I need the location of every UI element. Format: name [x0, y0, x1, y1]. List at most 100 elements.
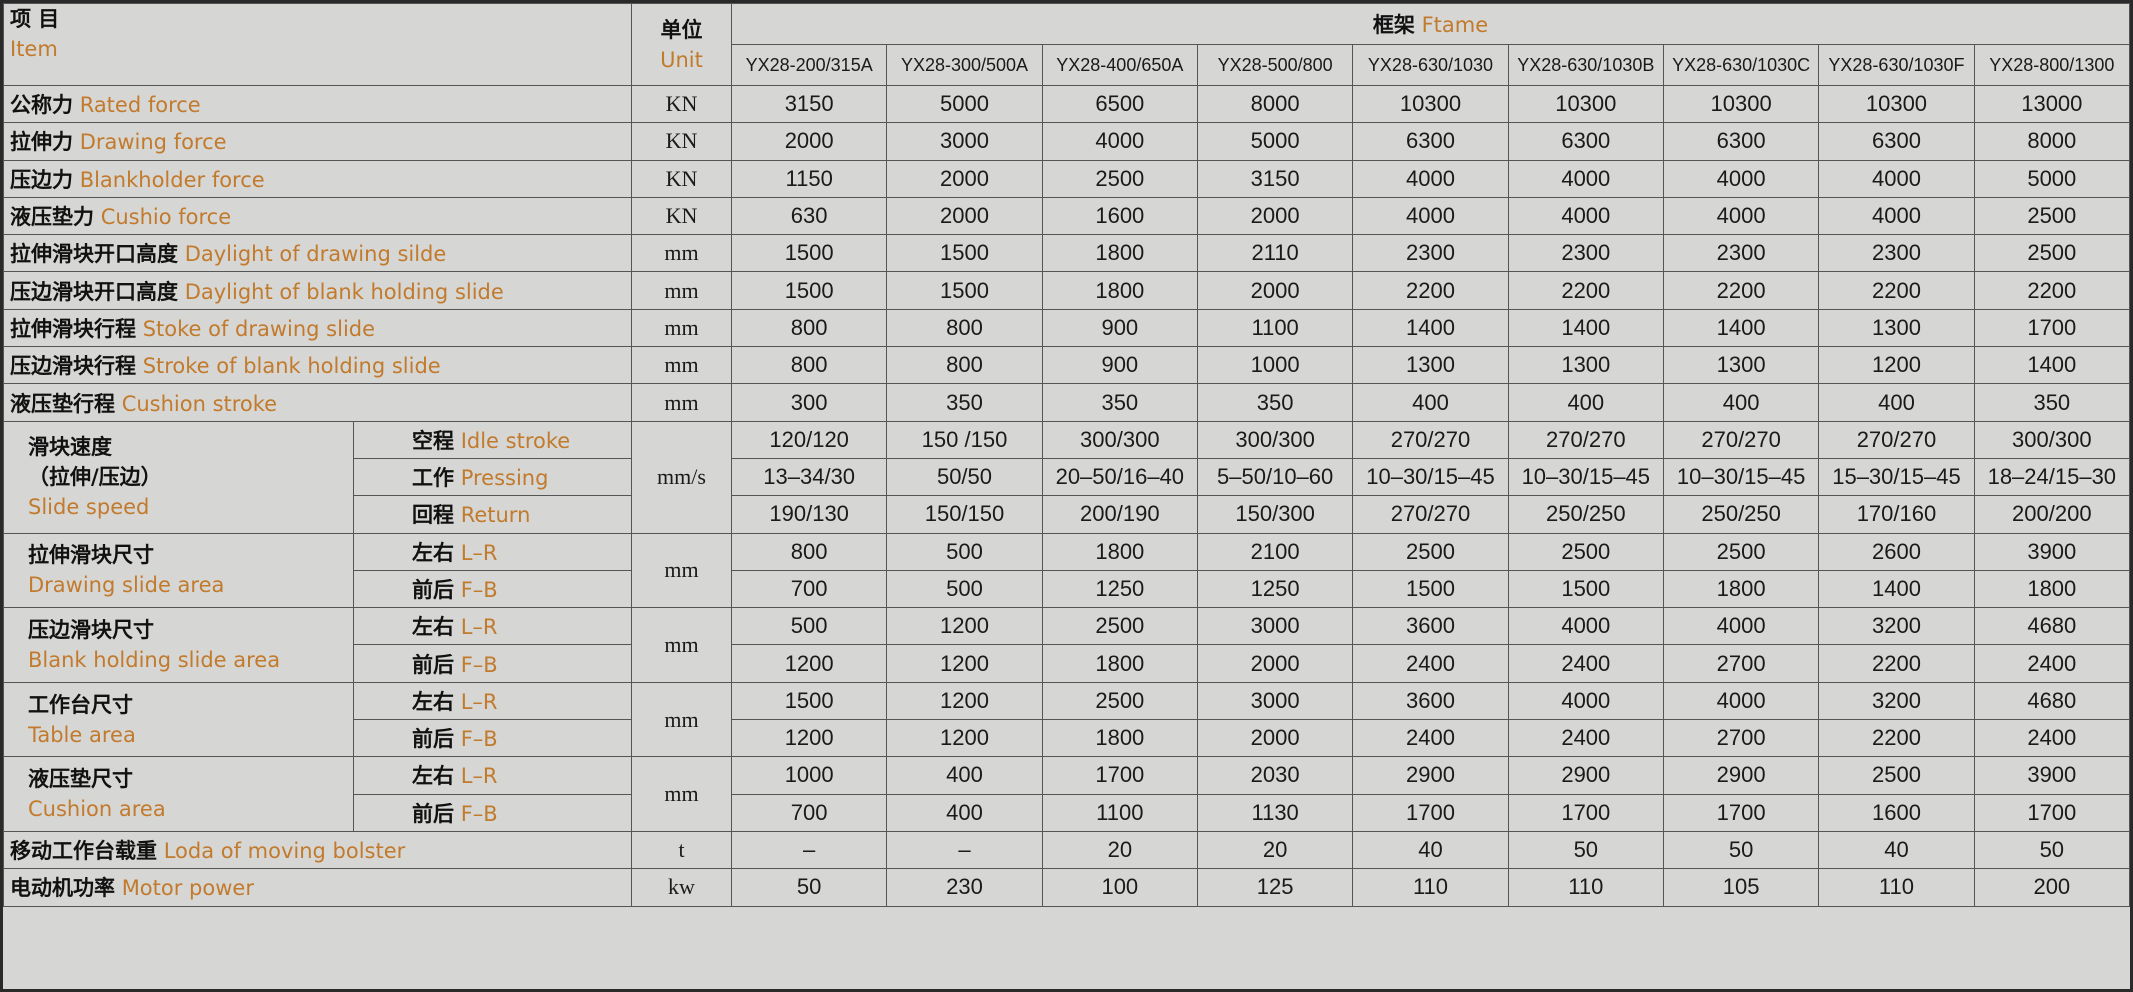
table-row: 公称力 Rated force KN 3150 5000 6500 8000 10300 10… — [3, 84, 2130, 124]
unit-header: 单位 Unit — [631, 3, 732, 86]
value-cell: 1500 — [730, 234, 888, 273]
value-cell: 2500 — [1973, 234, 2130, 273]
value-cell: 230 — [886, 868, 1043, 907]
value-cell: 2200 — [1818, 644, 1975, 683]
table-row: 前后 F–B 700 500 1250 1250 1500 1500 1800 1400 1800 — [4, 569, 2130, 609]
value-cell: 300 — [730, 383, 888, 422]
value-cell: 6300 — [1662, 122, 1820, 161]
value-cell: 2200 — [1662, 271, 1820, 310]
value-cell: 10–30/15–45 — [1662, 457, 1820, 497]
value-cell: 5–50/10–60 — [1196, 457, 1354, 497]
value-cell: 3000 — [1196, 681, 1354, 721]
item-label: 液压垫力 Cushio force — [3, 196, 632, 236]
model-name: YX28-630/1030 — [1352, 44, 1509, 86]
value-cell: 2000 — [1196, 196, 1354, 236]
value-cell: 110 — [1818, 868, 1975, 907]
value-cell: 4000 — [1818, 159, 1975, 198]
item-label: 液压垫行程 Cushion stroke — [3, 383, 632, 422]
value-cell: 50 — [1507, 830, 1664, 870]
value-cell: 3600 — [1352, 681, 1509, 721]
table-row: 压边滑块开口高度 Daylight of blank holding slide… — [3, 271, 2130, 310]
value-cell: 6300 — [1507, 122, 1664, 161]
value-cell: 300/300 — [1196, 420, 1354, 459]
value-cell: 4000 — [1507, 681, 1664, 721]
value-cell: 1200 — [1818, 346, 1975, 385]
value-cell: 1500 — [1507, 569, 1664, 609]
value-cell: 3150 — [1196, 159, 1354, 198]
value-cell: 1300 — [1507, 346, 1664, 385]
table-row: 滑块速度 （拉伸/压边） Slide speed 空程 Idle stroke mm/s… — [3, 420, 2130, 534]
value-cell: 270/270 — [1352, 420, 1509, 459]
item-cn: 电动机功率 — [10, 876, 115, 901]
unit-cell: mm — [631, 346, 732, 385]
item-cn: 压边力 — [10, 167, 73, 192]
sub-label: 左右 L–R — [353, 756, 632, 795]
value-cell: 2400 — [1352, 644, 1509, 683]
value-cell: 3000 — [1196, 607, 1354, 646]
value-cell: 13–34/30 — [730, 457, 888, 497]
sub-cn: 前后 — [412, 652, 454, 677]
value-cell: 2700 — [1662, 719, 1820, 758]
value-cell: 6300 — [1352, 122, 1509, 161]
value-cell: 2200 — [1818, 719, 1975, 758]
value-cell: 100 — [1041, 868, 1198, 907]
value-cell: 2400 — [1973, 719, 2130, 758]
value-cell: 4000 — [1818, 196, 1975, 236]
value-cell: 1400 — [1662, 308, 1820, 348]
value-cell: 270/270 — [1818, 420, 1975, 459]
model-name: YX28-400/650A — [1041, 44, 1198, 86]
value-cell: 10300 — [1818, 84, 1975, 124]
value-cell: 190/130 — [730, 495, 888, 534]
value-cell: 15–30/15–45 — [1818, 457, 1975, 497]
sub-cn: 前后 — [412, 727, 454, 752]
value-cell: 18–24/15–30 — [1973, 457, 2130, 497]
sub-label: 左右 L–R — [353, 532, 632, 571]
value-cell: 2900 — [1352, 756, 1509, 795]
value-cell: 300/300 — [1973, 420, 2130, 459]
model-name: YX28-630/1030F — [1818, 44, 1975, 86]
value-cell: 3900 — [1973, 532, 2130, 571]
item-en: Cushio force — [100, 205, 232, 230]
spec-table: 项 目 Item 单位 Unit 框架 Ftame YX28-200/315A YX28-3… — [3, 3, 2130, 907]
value-cell: 1800 — [1973, 569, 2130, 609]
table-row: 压边力 Blankholder force KN 1150 2000 2500 3150 4… — [3, 159, 2130, 198]
unit-cell: kw — [631, 868, 732, 907]
value-cell: 1300 — [1352, 346, 1509, 385]
value-cell: 40 — [1352, 830, 1509, 870]
value-cell: 200 — [1973, 868, 2130, 907]
model-name: YX28-300/500A — [886, 44, 1043, 86]
value-cell: 1200 — [730, 719, 888, 758]
value-cell: 110 — [1352, 868, 1509, 907]
item-label: 拉伸滑块行程 Stoke of drawing slide — [3, 308, 632, 348]
value-cell: 6500 — [1041, 84, 1198, 124]
value-cell: 4000 — [1041, 122, 1198, 161]
table-row: 液压垫尺寸 Cushion area 左右 L–R mm 1000 400 1700 2030… — [3, 756, 2130, 832]
value-cell: 400 — [1507, 383, 1664, 422]
group-label: 液压垫尺寸 Cushion area — [3, 756, 354, 832]
value-cell: 200/190 — [1041, 495, 1198, 534]
value-cell: 2100 — [1196, 532, 1354, 571]
value-cell: 4000 — [1507, 159, 1664, 198]
value-cell: 20 — [1196, 830, 1354, 870]
value-cell: 250/250 — [1662, 495, 1820, 534]
unit-cell: mm — [631, 756, 732, 832]
unit-cell: KN — [631, 122, 732, 161]
sub-cn: 前后 — [412, 578, 454, 602]
value-cell: 800 — [730, 532, 888, 571]
value-cell: 10300 — [1662, 84, 1820, 124]
model-name: YX28-500/800 — [1196, 44, 1354, 86]
value-cell: 4680 — [1973, 607, 2130, 646]
item-cn: 液压垫行程 — [10, 391, 115, 416]
sub-label: 前后 F–B — [353, 719, 632, 758]
group-cn: 滑块速度 — [28, 435, 112, 460]
unit-cell: mm — [631, 532, 732, 609]
sub-cn: 左右 — [412, 689, 454, 714]
value-cell: 4000 — [1352, 196, 1509, 236]
value-cell: 170/160 — [1818, 495, 1975, 534]
model-name: YX28-800/1300 — [1973, 44, 2130, 86]
item-en: Cushion stroke — [121, 391, 278, 416]
item-en: Stroke of blank holding slide — [142, 354, 441, 379]
value-cell: 1700 — [1973, 793, 2130, 832]
model-name: YX28-630/1030B — [1507, 44, 1664, 86]
item-en: Item — [10, 37, 58, 61]
